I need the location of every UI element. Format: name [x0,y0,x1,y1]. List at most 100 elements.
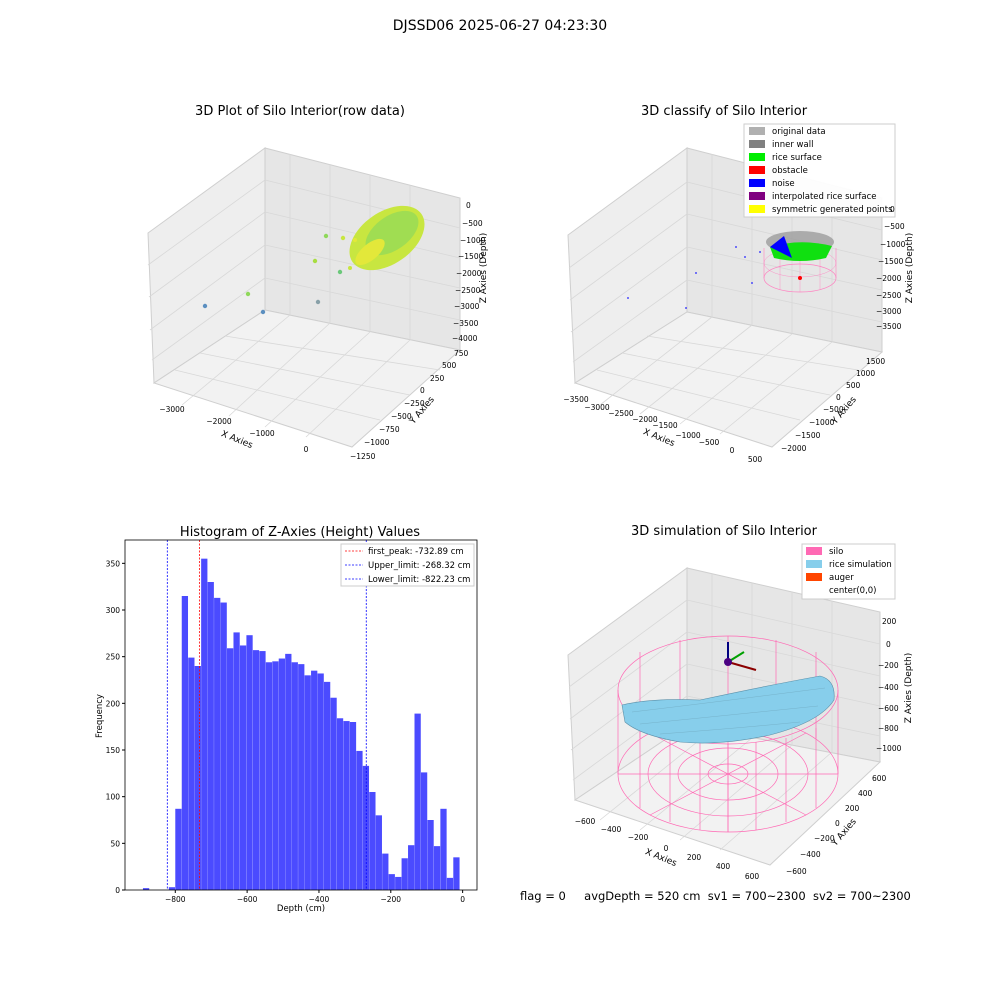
raw-ztick: −3000 [454,302,480,311]
classify-ytick: 1000 [856,369,875,378]
histogram-bar [356,750,363,890]
legend-swatch-obstacle [749,166,765,174]
raw-ytick: −750 [379,425,400,434]
histogram-bar [453,857,460,890]
classify-ztick: −2500 [876,291,902,300]
classify-ytick: 500 [846,381,861,390]
histogram-bar [239,645,247,890]
histogram-bar [272,661,279,890]
histogram-bar [252,650,260,890]
raw-ytick: −1250 [350,452,376,461]
histogram-bar [427,820,434,890]
legend-first-peak: first_peak: -732.89 cm [368,547,464,557]
histogram-bar [446,877,454,890]
raw-ytick: 0 [420,386,425,395]
legend-label: symmetric generated points [772,205,893,215]
classify-ztick: −1500 [878,257,904,266]
classify-ztick: −500 [884,222,905,231]
sim-ztick: 0 [886,640,891,649]
histogram-x-tick-label: −800 [165,895,186,904]
raw-xtick: −2000 [206,417,232,426]
legend-label: original data [772,127,826,137]
figure-title: DJSSD06 2025-06-27 04:23:30 [392,18,608,34]
legend-label: inner wall [772,140,813,150]
sim-xtick: 600 [745,872,760,881]
sim-xtick: −400 [601,825,622,834]
classify-ytick: −2000 [781,444,807,453]
legend-swatch-symmetric [749,205,765,213]
histogram-x-tick-label: −600 [237,895,258,904]
histogram-y-tick-label: 250 [106,653,121,662]
classify-xtick: −3000 [584,403,610,412]
status-avg-depth: avgDepth = 520 cm [584,889,701,903]
raw-gridlines [147,154,461,438]
legend-swatch-auger [806,573,822,581]
status-flag: flag = 0 [520,889,566,903]
classify-ytick: 0 [836,393,841,402]
histogram-legend-box [340,543,475,587]
raw-ztick: −1500 [458,252,484,261]
sim-xtick: 0 [664,844,669,853]
histogram-bar [382,853,389,890]
classify-ytick: −1500 [795,431,821,440]
histogram-bar [194,666,201,890]
simulation-panel-title: 3D simulation of Silo Interior [631,524,817,539]
legend-label: auger [829,573,854,583]
sim-ztick: 200 [882,617,897,626]
legend-swatch-rice-surface [749,153,765,161]
sim-ytick: 600 [872,774,887,783]
legend-swatch-silo [806,547,822,555]
histogram-bar [304,675,311,890]
histogram-legend: first_peak: -732.89 cm Upper_limit: -268… [340,543,475,587]
raw-xtick: 0 [304,445,309,454]
sim-ytick: 0 [835,819,840,828]
raw-ztick: −4000 [452,334,478,343]
histogram-bar [201,558,208,890]
histogram-y-tick-label: 100 [106,793,121,802]
histogram-bar [433,846,441,890]
histogram-bar [265,662,273,890]
raw-ztick: −1000 [460,236,486,245]
raw-panel-title: 3D Plot of Silo Interior(row data) [195,104,405,119]
classify-xtick: 0 [730,446,735,455]
classify-ztick: −3000 [876,307,902,316]
histogram-chart: Histogram of Z-Axies (Height) Values −80… [95,525,478,914]
raw-ytick: −250 [404,399,425,408]
rice-surface-mesh [631,687,826,735]
raw-data-points [202,205,425,315]
histogram-xlabel: Depth (cm) [277,904,325,914]
histogram-bar [369,792,376,890]
classify-zlabel: Z Axies (Depth) [905,233,915,304]
classify-legend-box [743,123,896,218]
sim-ztick: −800 [878,724,899,733]
sim-ztick: −1000 [876,744,902,753]
histogram-bar [168,887,176,890]
histogram-plot-frame [124,539,478,891]
raw-zlabel: Z Axies (Depth) [479,233,489,304]
histogram-bar [349,722,357,890]
classify-silo [763,231,837,293]
histogram-bar [414,713,421,890]
raw-ztick: −2500 [455,286,481,295]
histogram-y-tick-label: 200 [106,699,121,708]
histogram-bar [246,635,253,890]
histogram-bar [330,697,337,890]
histogram-y-tick-label: 0 [115,886,120,895]
simulation-legend: silo rice simulation auger center(0,0) [801,543,896,600]
histogram-bar [188,657,195,890]
classify-ztick: −1000 [880,240,906,249]
classify-ytick: 1500 [866,357,885,366]
legend-swatch-inner-wall [749,140,765,148]
histogram-y-tick-label: 50 [110,839,120,848]
histogram-bar [227,648,234,890]
histogram-bar [311,670,318,890]
histogram-y-tick-label: 150 [106,746,121,755]
histogram-y-tick-label: 300 [106,606,121,615]
sim-ytick: −600 [786,867,807,876]
histogram-bar [317,673,324,890]
raw-ytick: 500 [442,361,457,370]
histogram-bar [408,845,415,890]
classify-ztick: 0 [890,205,895,214]
classify-ytick: −500 [823,405,844,414]
